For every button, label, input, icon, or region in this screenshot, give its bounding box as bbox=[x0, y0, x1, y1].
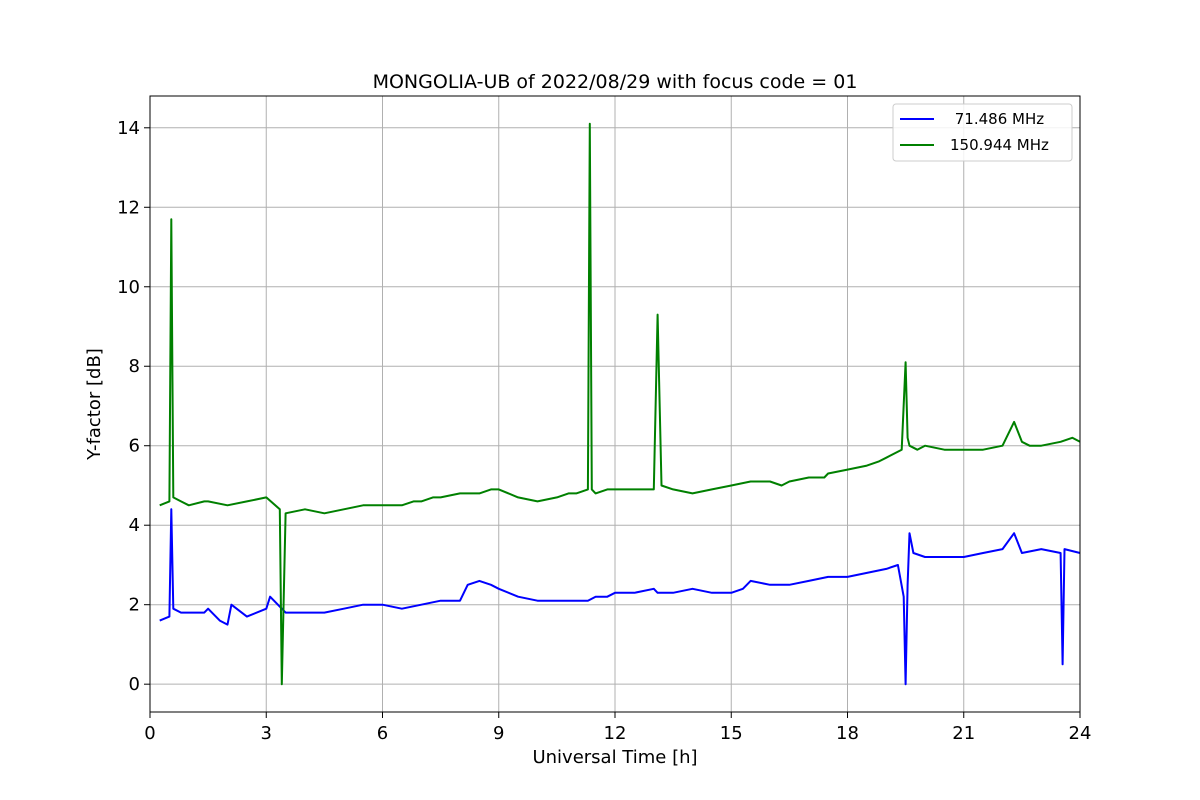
y-tick-label: 2 bbox=[129, 595, 140, 616]
x-tick-label: 3 bbox=[261, 723, 272, 744]
x-tick-label: 12 bbox=[604, 723, 627, 744]
legend-label-71mhz: 71.486 MHz bbox=[950, 110, 1044, 128]
series-line-150mhz bbox=[159, 122, 1081, 686]
legend-label-150mhz: 150.944 MHz bbox=[950, 136, 1049, 154]
x-tick-label: 18 bbox=[836, 723, 859, 744]
x-axis-label: Universal Time [h] bbox=[532, 747, 697, 768]
y-tick-label: 4 bbox=[129, 515, 140, 536]
y-tick-label: 0 bbox=[129, 674, 140, 695]
legend: 71.486 MHz 150.944 MHz bbox=[892, 103, 1073, 162]
series-line-71mhz bbox=[159, 508, 1081, 686]
x-tick-label: 15 bbox=[720, 723, 743, 744]
legend-box bbox=[892, 103, 1073, 162]
y-tick-label: 12 bbox=[117, 197, 140, 218]
plot-lines bbox=[159, 122, 1081, 686]
x-axis-ticks: 0 3 6 9 12 15 18 21 24 bbox=[144, 712, 1091, 744]
y-axis-ticks: 0 2 4 6 8 10 12 14 bbox=[117, 118, 150, 695]
y-tick-label: 10 bbox=[117, 277, 140, 298]
x-tick-label: 21 bbox=[952, 723, 975, 744]
y-tick-label: 8 bbox=[129, 356, 140, 377]
x-tick-label: 24 bbox=[1069, 723, 1092, 744]
chart-title: MONGOLIA-UB of 2022/08/29 with focus cod… bbox=[373, 71, 858, 93]
y-axis-label: Y-factor [dB] bbox=[84, 348, 105, 461]
x-tick-label: 9 bbox=[493, 723, 504, 744]
y-tick-label: 6 bbox=[129, 436, 140, 457]
y-tick-label: 14 bbox=[117, 118, 140, 139]
x-tick-label: 0 bbox=[144, 723, 155, 744]
x-tick-label: 6 bbox=[377, 723, 388, 744]
